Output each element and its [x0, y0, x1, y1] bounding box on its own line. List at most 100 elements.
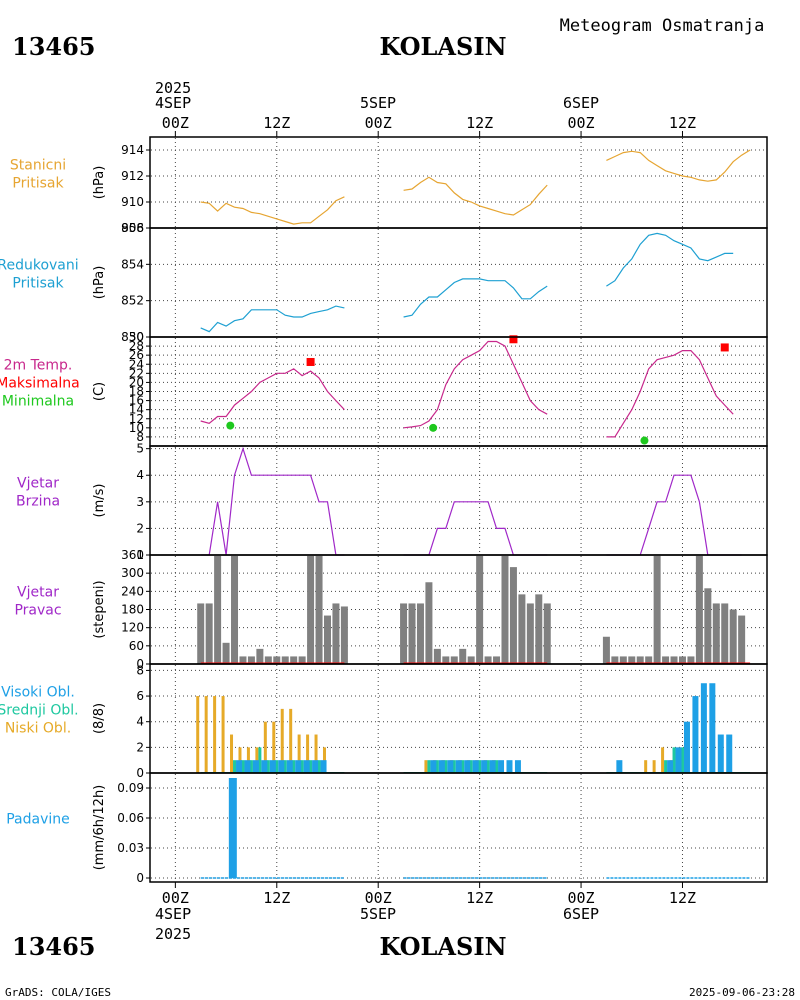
top-day-1: 4SEP: [155, 94, 191, 112]
cloud-bar-1: [495, 760, 499, 773]
y-axis-label: (hPa): [92, 266, 107, 300]
y-axis-label: (C): [92, 382, 107, 401]
direction-bar: [721, 603, 729, 664]
y-tick-label: 0.09: [117, 781, 144, 795]
bottom-day-2: 5SEP: [360, 905, 396, 923]
direction-bar: [222, 642, 230, 664]
cloud-bar-2: [616, 760, 623, 773]
direction-bar: [670, 656, 678, 664]
direction-bar: [459, 648, 467, 664]
panels-group: 908910912914(hPa)StanicniPritisak8508528…: [0, 131, 768, 888]
tmax-point: [306, 357, 315, 366]
bottom-day-3: 6SEP: [563, 905, 599, 923]
cloud-bar-1: [680, 747, 684, 773]
direction-bar: [493, 656, 501, 664]
top-day-3: 6SEP: [563, 94, 599, 112]
top-tick-label: 12Z: [466, 114, 493, 132]
cloud-bar-2: [709, 683, 716, 773]
panel-wind-direction: 0 60 120 180 240 300 360 (stepeni) Vjetar Pravac: [14, 548, 768, 671]
panel-wind-speed: 1 2 3 4 5 (m/s) Vjetar Brzina: [16, 442, 768, 562]
panel-title-line: Pritisak: [12, 176, 64, 192]
cloud-bar-1: [427, 760, 431, 773]
direction-bar: [729, 609, 737, 664]
panel-frame: [149, 772, 768, 883]
tmin-point: [640, 436, 649, 445]
y-tick-label: 6: [136, 689, 144, 703]
series-line: [200, 446, 345, 556]
cloud-bar-0: [424, 760, 428, 773]
panel-title-line: Padavine: [6, 812, 70, 828]
bottom-tick-label: 00Z: [568, 889, 595, 907]
cloud-bar-1: [249, 760, 253, 773]
bottom-time-axis: 4SEP 2025 5SEP 6SEP: [155, 905, 599, 943]
cloud-bar-2: [675, 747, 682, 773]
direction-bar: [476, 555, 484, 664]
cloud-bar-0: [196, 696, 200, 773]
y-tick-label: 0: [136, 766, 144, 780]
direction-bar: [205, 603, 213, 664]
station-name: KOLASIN: [379, 32, 506, 61]
cloud-bar-2: [303, 760, 310, 773]
cloud-bar-2: [667, 760, 674, 773]
direction-bar: [662, 656, 670, 664]
cloud-bar-2: [506, 760, 513, 773]
panel-title-line: Vjetar: [17, 476, 59, 492]
y-tick-label: 2: [136, 521, 144, 535]
direction-bar: [264, 656, 272, 664]
y-tick-label: 8: [136, 430, 144, 444]
footer-station-id: 13465: [12, 932, 96, 961]
series-line: [606, 149, 751, 182]
direction-bar: [712, 603, 720, 664]
y-tick-label: 908: [121, 221, 144, 235]
y-tick-label: 24: [129, 357, 144, 371]
y-tick-label: 240: [121, 584, 144, 598]
cloud-bar-2: [717, 734, 724, 773]
panel-title-line: Vjetar: [17, 585, 59, 601]
series-line: [200, 305, 345, 333]
cloud-bar-2: [447, 760, 454, 773]
direction-bar: [231, 555, 239, 664]
panel-frame: [149, 554, 768, 665]
cloud-bar-1: [266, 760, 270, 773]
panel-cloud-cover: 0 2 4 6 8 (8/8) Visoki Obl. Srednji Obl. Niski O…: [0, 663, 768, 780]
direction-bar: [636, 656, 644, 664]
y-tick-label: 300: [121, 566, 144, 580]
cloud-bar-1: [672, 747, 676, 773]
panel-title-line: Pritisak: [12, 276, 64, 292]
panel-reduced-pressure: 850 852 854 856 (hPa) Redukovani Pritisak: [0, 221, 768, 344]
station-id: 13465: [12, 32, 96, 61]
y-tick-label: 914: [121, 143, 144, 157]
cloud-bar-2: [295, 760, 302, 773]
y-tick-label: 4: [136, 715, 144, 729]
series-line: [606, 350, 734, 438]
y-tick-label: 3: [136, 495, 144, 509]
direction-bar: [273, 656, 281, 664]
precip-bar: [228, 778, 237, 878]
cloud-bar-2: [312, 760, 319, 773]
top-tick-label: 12Z: [263, 114, 290, 132]
cloud-bar-2: [498, 760, 505, 773]
direction-bar: [611, 656, 619, 664]
bottom-tick-label: 12Z: [263, 889, 290, 907]
panel-frame: [149, 136, 768, 229]
y-tick-label: 1: [136, 548, 144, 562]
direction-bar: [340, 606, 348, 664]
cloud-bar-0: [280, 708, 284, 773]
y-tick-label: 850: [121, 330, 144, 344]
cloud-bar-0: [314, 734, 318, 773]
direction-bar: [416, 603, 424, 664]
footer-station-name: KOLASIN: [379, 932, 506, 961]
direction-bar: [467, 656, 475, 664]
direction-bar: [400, 603, 408, 664]
bottom-year: 2025: [155, 925, 191, 943]
cloud-bar-0: [306, 734, 310, 773]
direction-bar: [298, 656, 306, 664]
cloud-bar-2: [489, 760, 496, 773]
panel-title-line: Niski Obl.: [5, 721, 71, 737]
top-tick-label: 00Z: [162, 114, 189, 132]
series-line: [606, 232, 734, 287]
direction-bar: [645, 656, 653, 664]
direction-bar: [332, 603, 340, 664]
